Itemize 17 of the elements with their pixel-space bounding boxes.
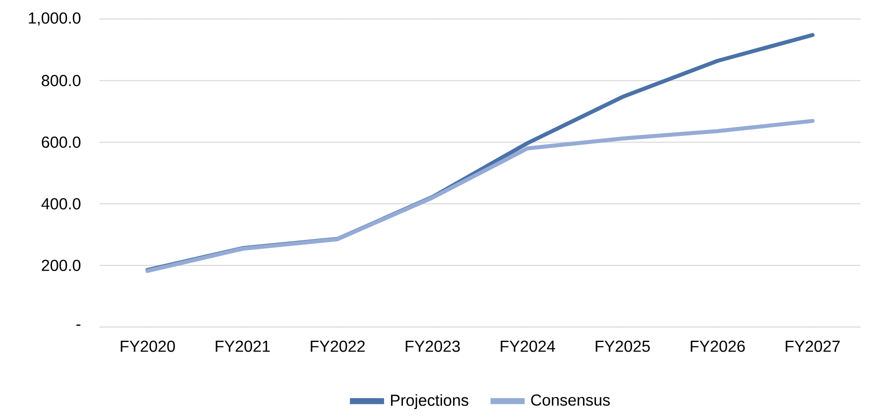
x-tick-label: FY2027 (786, 340, 840, 352)
x-tick-label: FY2025 (596, 340, 650, 352)
y-tick-label: 400.0 (41, 198, 80, 210)
y-tick-label: - (76, 324, 80, 326)
x-tick-label: FY2022 (310, 340, 365, 352)
x-tick-label: FY2023 (406, 340, 460, 352)
y-tick-label: 1,000.0 (28, 12, 80, 26)
x-tick-label: FY2024 (500, 340, 556, 352)
legend-label: Projections (391, 394, 468, 410)
y-tick-label: 200.0 (42, 260, 80, 272)
legend-label: Consensus (531, 394, 610, 406)
x-tick-label: FY2020 (120, 340, 175, 352)
y-tick-label: 800.0 (42, 74, 80, 86)
y-tick-label: 600.0 (42, 136, 80, 148)
x-tick-label: FY2021 (216, 340, 270, 352)
x-tick-label: FY2026 (690, 340, 745, 352)
line-series (146, 118, 814, 273)
